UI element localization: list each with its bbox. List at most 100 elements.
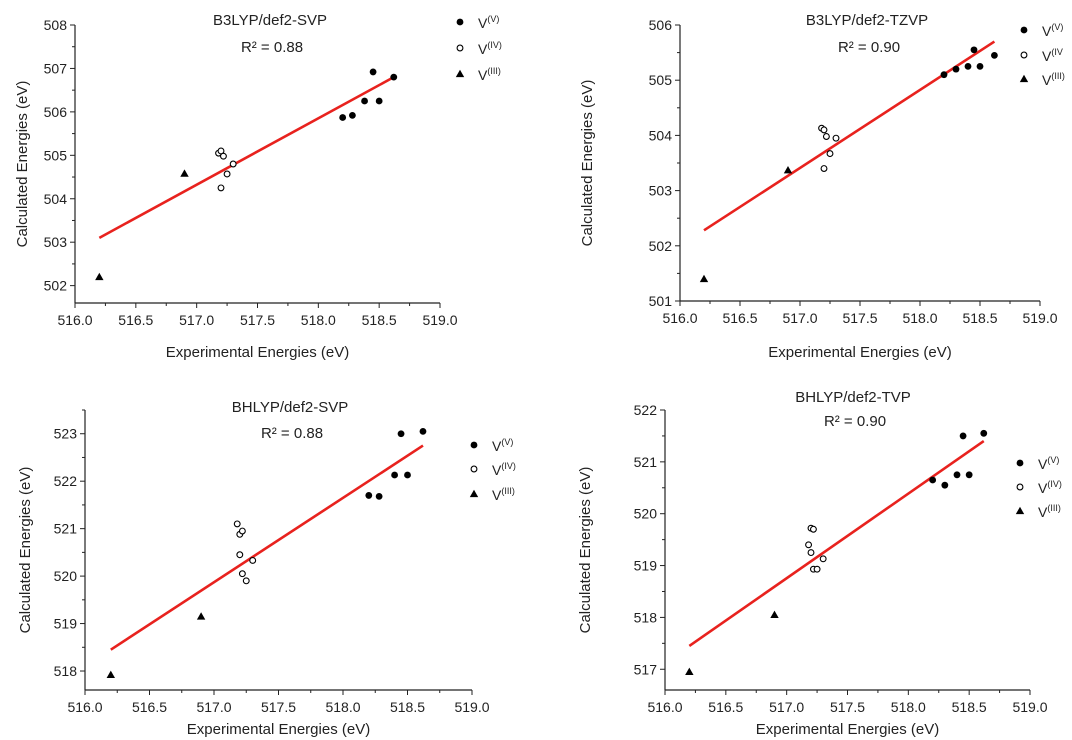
regression-line (110, 444, 424, 651)
scatter-panel-2: 516.0 516.5 517.0 517.5 518.0 518.5 519.0 501 50… (579, 12, 1065, 361)
x-tick-label: 517.5 (830, 699, 865, 715)
legend-label: V(III) (478, 66, 501, 83)
y-tick-label: 519 (634, 558, 658, 574)
data-point (361, 97, 368, 105)
x-tick-label: 519.0 (1012, 699, 1047, 715)
y-tick-label: 505 (649, 72, 673, 88)
y-axis-title: Calculated Energies (eV) (17, 467, 34, 634)
y-tick-label: 504 (44, 191, 68, 207)
legend-label: V(V) (478, 14, 499, 31)
data-point (233, 520, 241, 528)
x-tick-label: 518.5 (362, 312, 397, 328)
series-open-circle (818, 124, 840, 172)
data-point (375, 492, 383, 500)
data-point (180, 169, 189, 177)
data-point (404, 471, 411, 479)
x-tick-label: 517.0 (196, 699, 231, 715)
r-squared-label: R² = 0.90 (824, 413, 886, 430)
y-tick-label: 521 (54, 521, 78, 537)
x-tick-label: 517.5 (240, 312, 275, 328)
series-filled-circle (929, 429, 988, 489)
data-point (832, 134, 840, 142)
legend-superscript: (IV) (501, 461, 516, 471)
data-point (196, 612, 206, 620)
data-point (339, 114, 347, 121)
x-tick-label: 517.0 (782, 310, 817, 326)
data-point (991, 51, 998, 59)
legend-superscript: (III) (1047, 503, 1061, 513)
legend-superscript: (V) (501, 437, 513, 447)
x-tick-label: 518.5 (952, 699, 987, 715)
y-tick-label: 502 (649, 238, 673, 254)
data-point (976, 63, 984, 70)
legend-marker (1016, 459, 1024, 467)
data-point (980, 429, 988, 437)
x-tick-label: 516.5 (132, 699, 167, 715)
legend-marker (1020, 51, 1028, 59)
y-tick-label: 506 (649, 17, 673, 33)
y-axis-title: Calculated Energies (eV) (577, 467, 594, 634)
regression-line (98, 75, 395, 239)
x-tick-label: 518.0 (325, 699, 360, 715)
data-point (369, 68, 377, 76)
data-point (820, 165, 828, 172)
series-filled-circle (339, 68, 398, 121)
data-point (965, 471, 973, 479)
legend-superscript: (V) (1051, 22, 1063, 32)
legend-label: V(IV) (492, 461, 516, 478)
data-point (375, 97, 383, 105)
scatter-panel-3: 516.0 516.5 517.0 517.5 518.0 518.5 519.0 518 51… (17, 399, 516, 738)
x-axis-title: Experimental Energies (eV) (756, 721, 939, 738)
x-tick-label: 518.5 (962, 310, 997, 326)
x-tick-label: 518.5 (390, 699, 425, 715)
x-tick-label: 518.0 (301, 312, 336, 328)
data-point (941, 481, 949, 489)
data-point (820, 126, 828, 134)
legend-superscript: (III) (501, 486, 515, 496)
y-tick-label: 523 (54, 426, 78, 442)
legend-superscript: (IV) (1047, 479, 1062, 489)
data-point (365, 492, 373, 499)
legend-marker (470, 465, 478, 473)
x-tick-label: 517.0 (769, 699, 804, 715)
y-tick-label: 505 (44, 147, 68, 163)
legend-marker (456, 18, 464, 26)
data-point (236, 551, 244, 559)
legend-superscript: (III) (1051, 71, 1065, 81)
y-tick-label: 522 (54, 473, 78, 489)
legend-label: V(V) (492, 437, 513, 454)
y-axis-title: Calculated Energies (eV) (579, 80, 596, 247)
x-tick-label: 516.0 (57, 312, 92, 328)
legend-label: V(V) (1042, 22, 1063, 39)
legend-marker (470, 441, 478, 449)
chart-title: BHLYP/def2-SVP (232, 399, 348, 416)
legend-label: V(IV) (1038, 479, 1062, 496)
x-axis-title: Experimental Energies (eV) (166, 344, 349, 361)
x-tick-label: 519.0 (422, 312, 457, 328)
data-point (783, 165, 793, 174)
data-point (826, 150, 834, 158)
legend-label: V(III) (1042, 71, 1065, 88)
data-point (238, 527, 246, 535)
y-tick-label: 522 (634, 402, 658, 418)
legend-label: V(V) (1038, 455, 1059, 472)
y-tick-label: 504 (649, 127, 673, 143)
legend-superscript: (V) (487, 14, 499, 24)
y-tick-label: 521 (634, 454, 658, 470)
data-point (242, 577, 250, 585)
series-filled-triangle (95, 169, 189, 281)
legend-superscript: (IV) (487, 40, 502, 50)
x-axis-title: Experimental Energies (eV) (187, 721, 370, 738)
y-axis-title: Calculated Energies (eV) (14, 81, 31, 248)
x-tick-label: 517.5 (261, 699, 296, 715)
data-point (219, 152, 227, 160)
data-point (813, 565, 821, 573)
legend-marker (1020, 26, 1028, 34)
data-point (770, 610, 779, 618)
x-tick-label: 516.0 (662, 310, 697, 326)
y-tick-label: 519 (54, 616, 78, 632)
x-tick-label: 517.0 (179, 312, 214, 328)
data-point (964, 63, 972, 70)
legend-label: V(III) (1038, 503, 1061, 520)
